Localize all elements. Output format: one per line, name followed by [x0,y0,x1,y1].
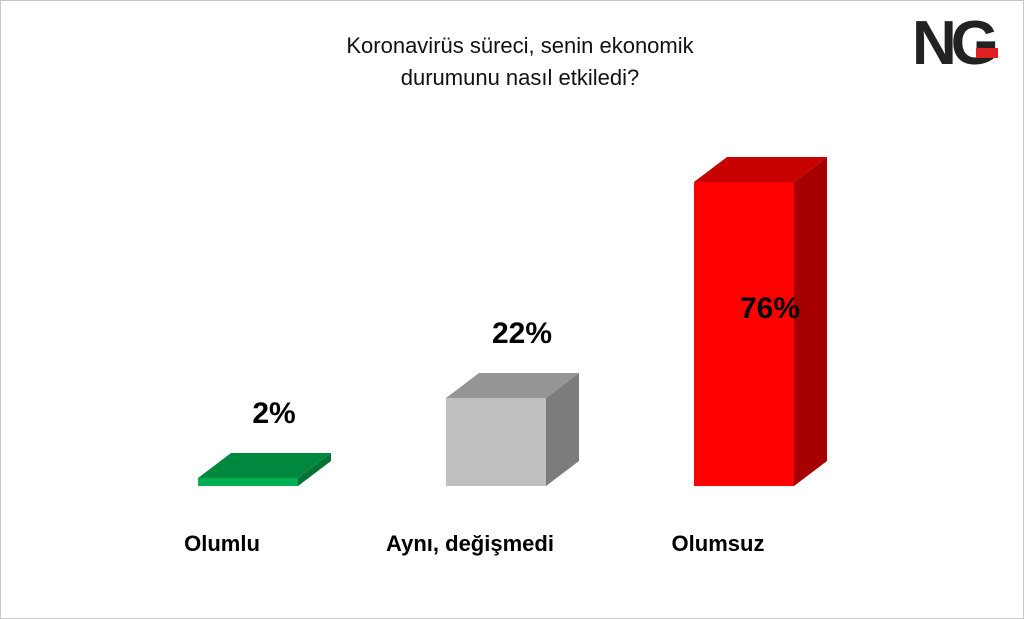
x-tick-label: Olumsuz [672,531,765,556]
bar-side [298,453,331,486]
bar-top [694,157,827,182]
bar [198,478,298,486]
bar-top [198,453,331,478]
logo: NG [912,9,999,78]
chart-title: Koronavirüs süreci, senin ekonomik durum… [346,33,694,90]
x-tick-label: Aynı, değişmedi [386,531,554,556]
value-label: 76% [740,292,800,325]
bar-side [546,373,579,486]
bar [694,182,794,486]
bar [446,398,546,486]
bar-top [446,373,579,398]
value-label: 22% [492,317,552,350]
bar-side [794,157,827,486]
x-tick-label: Olumlu [184,531,260,556]
value-label: 2% [252,397,295,430]
